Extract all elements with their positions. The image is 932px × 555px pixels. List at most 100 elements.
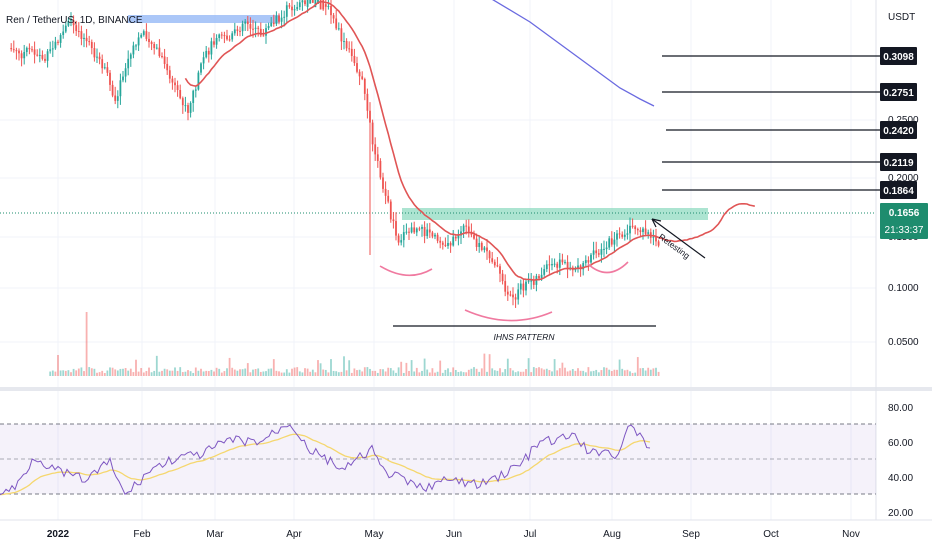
- candle-body[interactable]: [228, 39, 231, 41]
- candle-body[interactable]: [311, 0, 314, 3]
- candle-body[interactable]: [379, 160, 382, 178]
- candle-body[interactable]: [504, 281, 507, 292]
- candle-body[interactable]: [501, 273, 504, 282]
- candle-body[interactable]: [62, 31, 65, 36]
- candle-body[interactable]: [616, 233, 618, 240]
- last-price-badge[interactable]: [880, 203, 928, 239]
- candle-body[interactable]: [267, 26, 270, 29]
- candle-body[interactable]: [426, 229, 429, 237]
- rsi-line[interactable]: [0, 424, 651, 496]
- candle-body[interactable]: [259, 28, 262, 36]
- candle-body[interactable]: [72, 20, 75, 26]
- ema-long-line[interactable]: [490, 0, 655, 107]
- candle-body[interactable]: [428, 229, 431, 233]
- candle-body[interactable]: [83, 37, 85, 40]
- candle-body[interactable]: [231, 33, 234, 40]
- candle-body[interactable]: [140, 34, 143, 38]
- candle-body[interactable]: [332, 15, 335, 19]
- level-label[interactable]: 0.2420: [883, 126, 914, 137]
- candle-body[interactable]: [639, 230, 642, 233]
- candle-body[interactable]: [12, 49, 15, 51]
- candle-body[interactable]: [249, 24, 252, 29]
- candle-body[interactable]: [25, 47, 28, 53]
- left-shoulder-arc[interactable]: [379, 265, 433, 277]
- right-shoulder-arc[interactable]: [587, 261, 629, 274]
- candle-body[interactable]: [584, 260, 587, 264]
- candle-body[interactable]: [291, 6, 293, 11]
- candle-body[interactable]: [98, 56, 101, 60]
- candle-body[interactable]: [275, 15, 278, 25]
- candle-body[interactable]: [233, 29, 236, 34]
- candle-body[interactable]: [213, 41, 215, 45]
- candle-body[interactable]: [90, 42, 93, 49]
- candle-body[interactable]: [626, 233, 629, 235]
- candle-body[interactable]: [553, 263, 556, 265]
- candle-body[interactable]: [561, 259, 564, 263]
- candle-body[interactable]: [306, 0, 309, 7]
- candle-body[interactable]: [20, 53, 23, 59]
- candle-body[interactable]: [457, 235, 460, 239]
- candle-body[interactable]: [369, 110, 371, 123]
- candle-body[interactable]: [587, 260, 590, 263]
- candle-body[interactable]: [132, 45, 135, 55]
- candle-body[interactable]: [452, 236, 455, 246]
- candle-body[interactable]: [161, 55, 163, 57]
- candle-body[interactable]: [447, 242, 449, 246]
- candle-body[interactable]: [636, 229, 639, 231]
- candle-body[interactable]: [257, 27, 260, 29]
- candle-body[interactable]: [153, 44, 156, 49]
- candle-body[interactable]: [488, 251, 491, 259]
- candle-body[interactable]: [595, 250, 598, 254]
- candle-body[interactable]: [356, 63, 358, 72]
- candle-body[interactable]: [220, 34, 223, 36]
- candle-body[interactable]: [371, 122, 374, 145]
- candle-body[interactable]: [187, 105, 189, 113]
- candle-body[interactable]: [413, 227, 416, 233]
- candle-body[interactable]: [124, 68, 127, 77]
- candle-body[interactable]: [244, 21, 247, 24]
- candle-body[interactable]: [135, 45, 137, 47]
- candle-body[interactable]: [400, 240, 403, 243]
- candle-body[interactable]: [506, 291, 509, 295]
- candle-body[interactable]: [335, 18, 338, 29]
- candle-body[interactable]: [77, 31, 80, 33]
- candle-body[interactable]: [402, 232, 405, 241]
- candle-body[interactable]: [103, 67, 106, 69]
- candle-body[interactable]: [436, 234, 439, 241]
- candle-body[interactable]: [483, 247, 486, 250]
- candle-body[interactable]: [304, 0, 306, 5]
- retest-arrow[interactable]: [651, 218, 706, 259]
- candle-body[interactable]: [127, 58, 130, 69]
- candle-body[interactable]: [647, 232, 650, 234]
- candle-body[interactable]: [444, 244, 447, 246]
- candle-body[interactable]: [38, 54, 41, 56]
- candle-body[interactable]: [449, 242, 452, 246]
- candle-body[interactable]: [101, 59, 104, 69]
- candle-body[interactable]: [577, 265, 579, 269]
- candle-body[interactable]: [324, 4, 327, 7]
- candle-body[interactable]: [376, 154, 379, 161]
- candle-body[interactable]: [353, 56, 356, 64]
- candle-body[interactable]: [44, 58, 46, 61]
- candle-body[interactable]: [80, 31, 83, 40]
- neckline-zone[interactable]: [402, 208, 708, 220]
- candle-body[interactable]: [514, 297, 517, 300]
- candle-body[interactable]: [374, 144, 377, 155]
- candle-body[interactable]: [200, 63, 202, 73]
- candle-body[interactable]: [226, 35, 228, 40]
- candle-body[interactable]: [218, 34, 221, 38]
- candle-body[interactable]: [478, 242, 481, 247]
- candle-body[interactable]: [163, 56, 166, 64]
- candle-body[interactable]: [129, 54, 132, 59]
- candle-body[interactable]: [564, 261, 566, 263]
- candle-body[interactable]: [610, 238, 613, 245]
- candle-body[interactable]: [109, 72, 111, 85]
- level-label[interactable]: 0.2751: [883, 88, 914, 99]
- candle-body[interactable]: [512, 294, 514, 298]
- candle-body[interactable]: [296, 7, 299, 10]
- candle-body[interactable]: [405, 231, 408, 233]
- rsi-ma-line[interactable]: [0, 433, 651, 496]
- candle-body[interactable]: [423, 226, 426, 237]
- candle-body[interactable]: [46, 51, 49, 61]
- candle-body[interactable]: [166, 63, 169, 71]
